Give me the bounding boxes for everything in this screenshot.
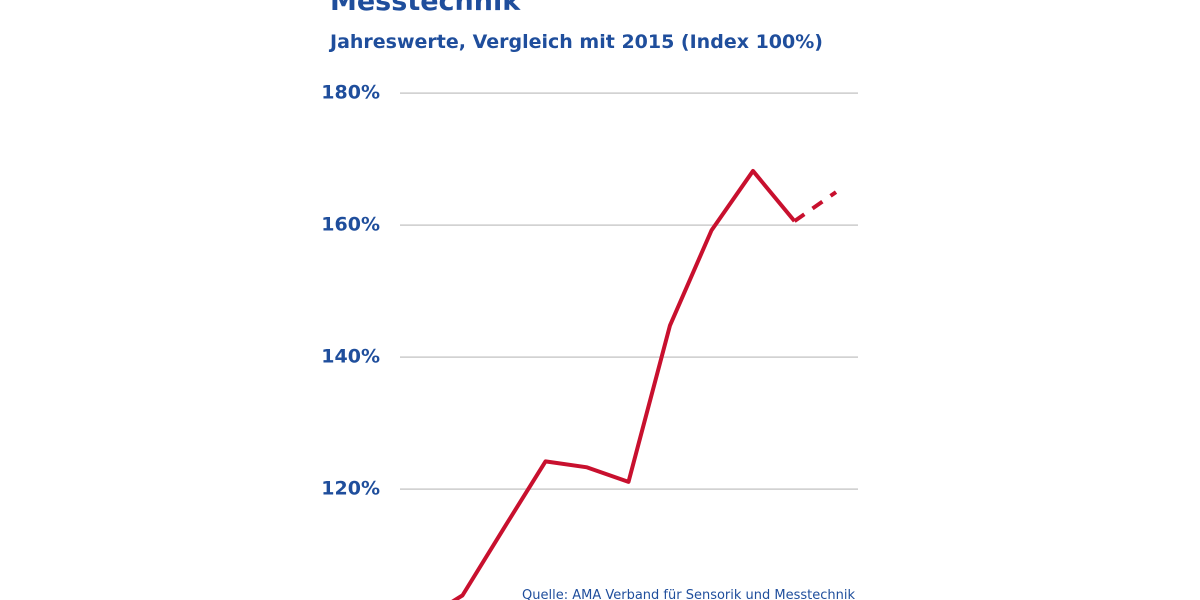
chart-subtitle: Jahreswerte, Vergleich mit 2015 (Index 1… (328, 31, 823, 53)
chart-title: Messtechnik (330, 0, 521, 17)
y-tick-label: 180% (321, 82, 380, 104)
forecast-line (793, 190, 838, 223)
y-tick-label: 160% (321, 214, 380, 236)
data-line (451, 168, 797, 600)
y-tick-label: 120% (321, 478, 380, 500)
source-note: Quelle: AMA Verband für Sensorik und Mes… (522, 588, 855, 600)
y-tick-label: 140% (321, 346, 380, 368)
